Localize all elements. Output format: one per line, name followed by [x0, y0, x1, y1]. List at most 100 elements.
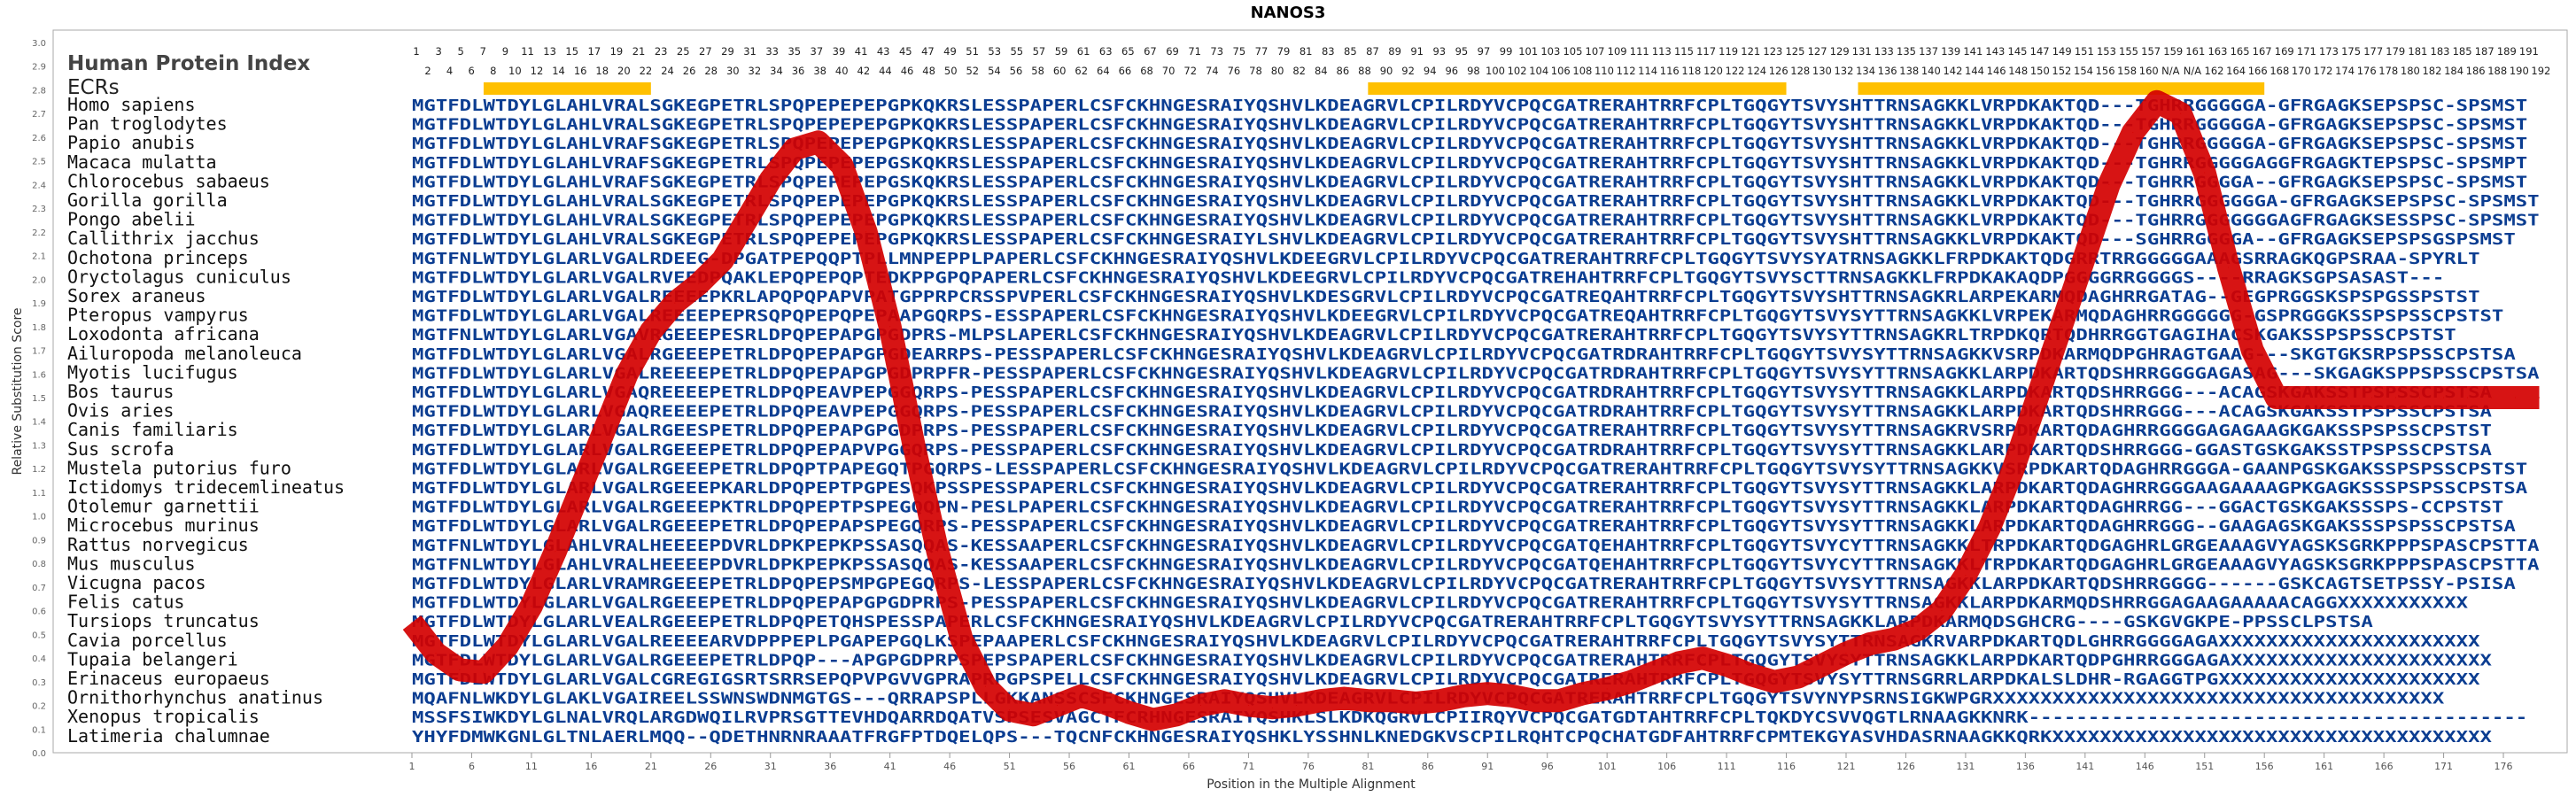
x-tick-label: 66: [1183, 761, 1195, 772]
sequence-row: MGTFDLWTDYLGLARLVGAQREEEEPETRLDPQPEAVPEP…: [412, 383, 2492, 402]
y-tick-label: 1.7: [32, 347, 46, 357]
sequence-row: MGTFDLWTDYLGLARLVGALREEEEPETRLDPQPEPAPGP…: [412, 364, 2540, 383]
x-tick-label: 121: [1836, 761, 1855, 772]
score-point: [2132, 132, 2134, 134]
sequence-row: MGTFDLWTDYLGLARLVGALREEEEPKRLAPQPQPAPVPA…: [412, 288, 2480, 306]
score-point: [1678, 662, 1680, 663]
index-label-even: 100: [1486, 65, 1505, 77]
x-tick-label: 136: [2016, 761, 2035, 772]
score-point: [626, 373, 628, 375]
sequence-row: MGTFDLWTDYLGLARLVGALRGEEEPKTRLDPQPEPTPSP…: [412, 499, 2504, 517]
index-label-even: 14: [552, 65, 565, 77]
x-tick-label: 21: [645, 761, 657, 772]
index-label-odd: 29: [721, 45, 734, 58]
index-label-even: 116: [1660, 65, 1680, 77]
index-label-odd: 81: [1300, 45, 1313, 58]
species-name: Ailuropoda melanoleuca: [67, 343, 302, 364]
index-label-even: 178: [2378, 65, 2398, 77]
index-label-even: 188: [2487, 65, 2507, 77]
ecr-bars: [483, 82, 2265, 95]
index-label-odd: 45: [899, 45, 912, 58]
score-point: [1869, 643, 1871, 645]
index-label-odd: 111: [1630, 45, 1649, 58]
index-label-odd: 187: [2475, 45, 2495, 58]
index-label-even: 20: [617, 65, 631, 77]
score-point: [459, 669, 461, 670]
species-name: Myotis lucifugus: [67, 361, 238, 383]
score-point: [1510, 695, 1512, 697]
index-label-odd: 85: [1344, 45, 1357, 58]
index-label-odd: 181: [2408, 45, 2427, 58]
index-label-even: 184: [2444, 65, 2463, 77]
index-label-even: 122: [1726, 65, 1745, 77]
index-label-even: 182: [2422, 65, 2441, 77]
sequence-row: MGTFDLWTDYLGLARLVGALRVEEDPQAKLEPQPEPQPTE…: [412, 268, 2444, 287]
index-label-even: 64: [1097, 65, 1110, 77]
y-tick-label: 1.9: [32, 299, 46, 309]
index-label-even: 28: [704, 65, 718, 77]
x-tick-label: 146: [2136, 761, 2154, 772]
sequence-row: MGTFDLWTDYLGLARLVGAQREEEEPETRLDPQPEAVPEP…: [412, 403, 2492, 422]
index-label-odd: 189: [2497, 45, 2517, 58]
score-point: [1247, 705, 1249, 707]
score-point: [1773, 681, 1775, 683]
index-label-even: 22: [640, 65, 653, 77]
index-label-even: 140: [1921, 65, 1941, 77]
species-name: Gorilla gorilla: [67, 190, 228, 211]
score-line-path: [402, 89, 2540, 731]
x-tick-label: 116: [1777, 761, 1796, 772]
index-label-odd: 19: [610, 45, 624, 58]
index-label-even: 150: [2030, 65, 2050, 77]
index-label-even: 32: [749, 65, 762, 77]
sequence-row: MGTFDLWTDYLGLARLVGALRGEEEPETRLDPQPEPAPVP…: [412, 441, 2492, 460]
sequence-row: MGTFNLWTDYLGLAHLVRALHEEEEPDVRLDPKPEPKPSS…: [412, 537, 2540, 555]
index-label-even: 108: [1572, 65, 1592, 77]
index-label-even: 94: [1424, 65, 1437, 77]
y-tick-label: 2.5: [32, 158, 46, 167]
score-point: [1391, 700, 1393, 701]
index-label-even: 172: [2314, 65, 2333, 77]
index-label-odd: 149: [2052, 45, 2072, 58]
index-label-odd: 171: [2297, 45, 2316, 58]
index-label-odd: 115: [1674, 45, 1694, 58]
index-label-odd: 135: [1897, 45, 1916, 58]
sequence-row: MGTFDLWTDYLGLARLVGALRGEEEPETRLDPQPEPAPGP…: [412, 594, 2468, 613]
index-label-odd: 63: [1099, 45, 1113, 58]
species-name: Chlorocebus sabaeus: [67, 170, 270, 191]
score-point: [1821, 664, 1823, 666]
index-label-even: 164: [2226, 65, 2246, 77]
index-label-even: 72: [1183, 65, 1197, 77]
sequence-row: MGTFDLWTDYLGLARLVRAMRGEEEPETRLDPQPEPSMPG…: [412, 575, 2516, 593]
x-tick-label: 6: [469, 761, 475, 772]
index-label-odd: 75: [1233, 45, 1246, 58]
score-point: [1630, 681, 1632, 683]
score-point: [698, 283, 700, 285]
index-label-odd: 27: [699, 45, 712, 58]
sequence-row: MGTFDLWTDYLGLARLVGALRGEESPETRLDPQPEPAPGP…: [412, 422, 2492, 440]
x-tick-label: 86: [1422, 761, 1434, 772]
species-name: Latimeria chalumnae: [67, 725, 270, 747]
score-point: [937, 551, 939, 553]
score-point: [865, 231, 867, 233]
score-point: [1558, 700, 1560, 701]
index-label-even: 24: [661, 65, 674, 77]
score-point: [2180, 112, 2182, 114]
index-label-odd: 97: [1478, 45, 1491, 58]
index-label-even: 76: [1228, 65, 1241, 77]
x-tick-label: 36: [824, 761, 836, 772]
y-tick-label: 1.0: [32, 513, 46, 522]
score-point: [411, 622, 413, 623]
ecr-bar: [1858, 82, 2265, 95]
index-label-even: 10: [508, 65, 522, 77]
index-label-even: 120: [1703, 65, 1723, 77]
x-tick-label: 81: [1362, 761, 1374, 772]
index-label-even: 162: [2205, 65, 2224, 77]
x-tick-label: 1: [409, 761, 415, 772]
index-label-odd: 103: [1540, 45, 1560, 58]
y-tick-label: 0.0: [32, 749, 46, 759]
index-label-even: 152: [2052, 65, 2071, 77]
x-tick-label: 141: [2076, 761, 2094, 772]
index-label-odd: 165: [2231, 45, 2250, 58]
index-label-odd: 121: [1741, 45, 1760, 58]
species-name: Ornithorhynchus anatinus: [67, 687, 323, 708]
